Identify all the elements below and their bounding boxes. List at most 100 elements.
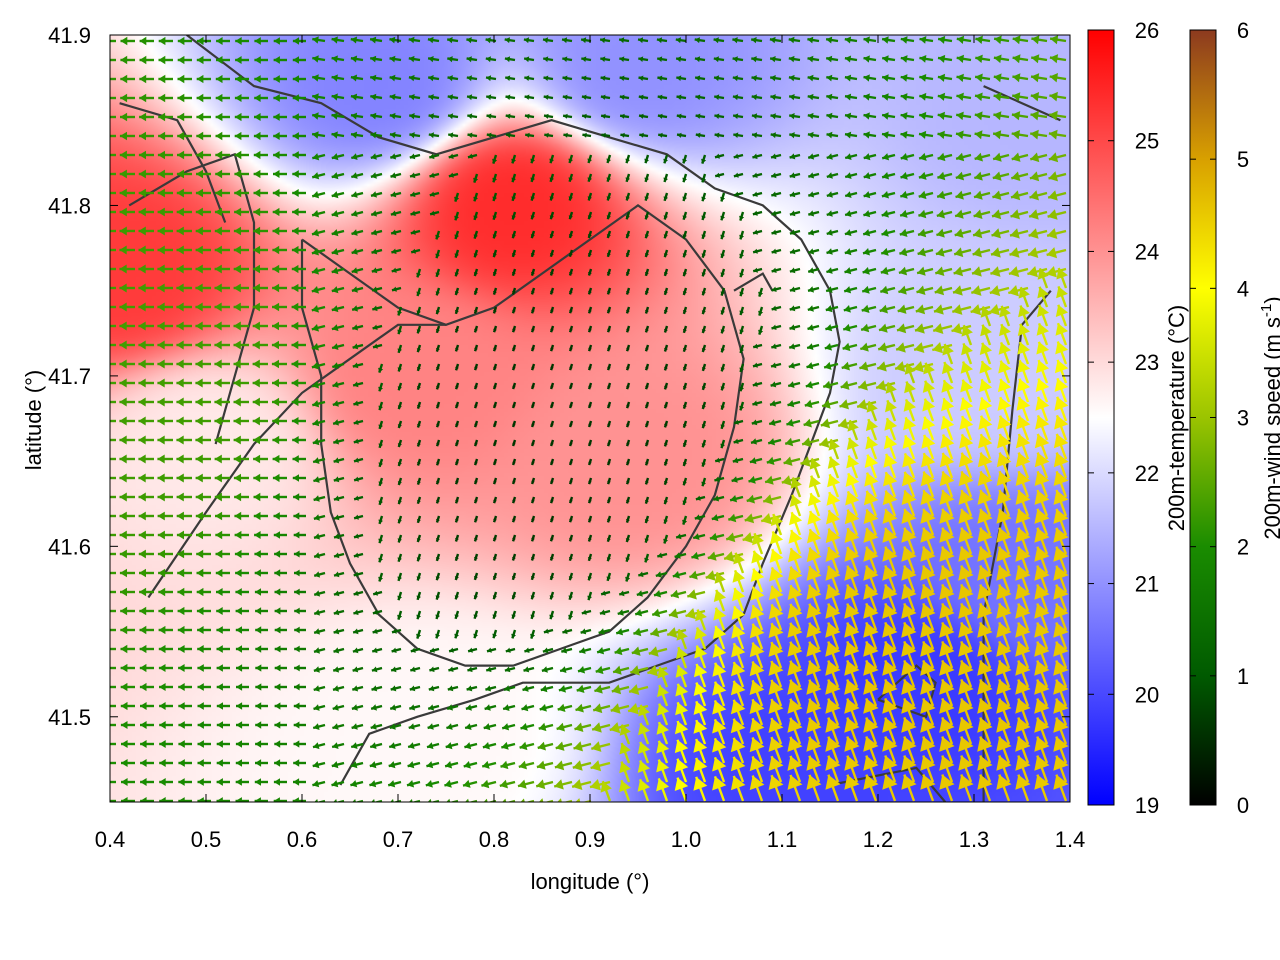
wind-arrow [663,325,669,333]
wind-arrow [333,457,345,464]
wind-arrow [625,458,631,466]
wind-arrow [587,534,593,542]
wind-arrow [110,761,116,765]
wind-arrow [657,94,668,100]
wind-arrow [332,666,345,673]
wind-arrow [676,628,688,650]
wind-arrow [536,760,554,770]
wind-arrow [637,741,650,764]
wind-arrow [492,192,498,202]
wind-arrow [291,283,306,293]
wind-arrow [752,532,764,555]
wind-arrow [625,287,631,295]
wind-arrow [427,56,440,63]
wind-arrow [235,56,249,64]
wind-arrow [695,609,707,631]
wind-arrow [416,591,422,601]
wind-arrow [312,419,326,427]
wind-arrow [110,153,116,157]
wind-arrow [882,755,898,783]
wind-arrow [863,565,879,593]
wind-arrow [769,548,784,574]
wind-arrow [1015,452,1031,479]
wind-arrow [714,113,725,119]
wind-arrow [751,113,763,120]
wind-arrow [235,626,249,634]
wind-arrow [768,660,784,688]
wind-arrow [568,192,574,201]
wind-arrow [1034,584,1050,612]
wind-arrow [435,382,441,390]
wind-arrow [274,626,287,634]
wind-arrow [788,36,801,44]
wind-arrow [844,736,860,764]
wind-arrow [416,534,422,543]
wind-arrow [733,172,744,178]
wind-arrow [826,153,839,160]
wind-arrow [701,344,707,353]
wind-arrow [806,584,822,612]
wind-arrow [614,646,630,656]
wind-arrow [749,775,765,802]
wind-arrow [253,245,268,255]
wind-arrow [196,549,211,559]
wind-arrow [371,286,383,293]
wind-arrow [733,191,744,197]
wind-arrow [825,622,841,650]
wind-arrow [543,113,554,119]
wind-arrow [619,75,630,81]
wind-arrow [492,572,498,581]
wind-arrow [733,153,744,159]
wind-arrow [273,132,287,140]
wind-arrow [110,723,116,727]
wind-arrow [713,37,725,44]
wind-arrow [157,169,173,179]
wind-arrow [731,476,744,483]
wind-arrow [744,513,763,524]
wind-arrow [682,306,688,315]
wind-arrow [844,267,858,275]
wind-arrow [620,132,630,138]
wind-arrow [863,172,877,180]
wind-arrow [884,417,898,441]
wind-arrow [883,453,898,479]
wind-arrow [1055,322,1068,346]
wind-arrow [312,55,326,63]
wind-arrow [663,401,669,409]
wind-arrow [693,738,708,764]
wind-arrow [291,397,306,407]
wind-arrow [863,774,879,802]
wind-arrow [178,778,192,786]
wind-arrow [826,267,839,274]
wind-arrow [901,621,917,650]
wind-arrow [568,477,574,485]
wind-arrow [939,736,955,764]
wind-arrow [764,475,782,485]
wind-arrow [972,228,991,239]
wind-arrow [897,304,915,314]
wind-arrow [1056,285,1068,308]
wind-arrow [882,736,898,764]
wind-arrow [1053,717,1069,745]
wind-arrow [959,415,974,441]
wind-arrow [656,703,669,726]
wind-arrow [120,587,135,597]
wind-arrow [941,361,954,384]
wind-arrow [863,153,877,161]
wind-arrow [958,527,974,555]
wind-arrow [844,248,858,256]
wind-arrow [214,359,230,369]
wind-arrow [293,759,306,767]
wind-arrow [993,73,1010,83]
wind-arrow [568,591,574,601]
wind-arrow [730,699,746,726]
wind-arrow [701,211,707,221]
wind-arrow [291,321,306,331]
wind-arrow [808,475,821,498]
wind-arrow [331,210,345,218]
wind-arrow [543,75,554,81]
wind-arrow [235,759,249,767]
wind-arrow [235,645,249,653]
wind-arrow [974,171,991,181]
wind-arrow [663,192,669,202]
